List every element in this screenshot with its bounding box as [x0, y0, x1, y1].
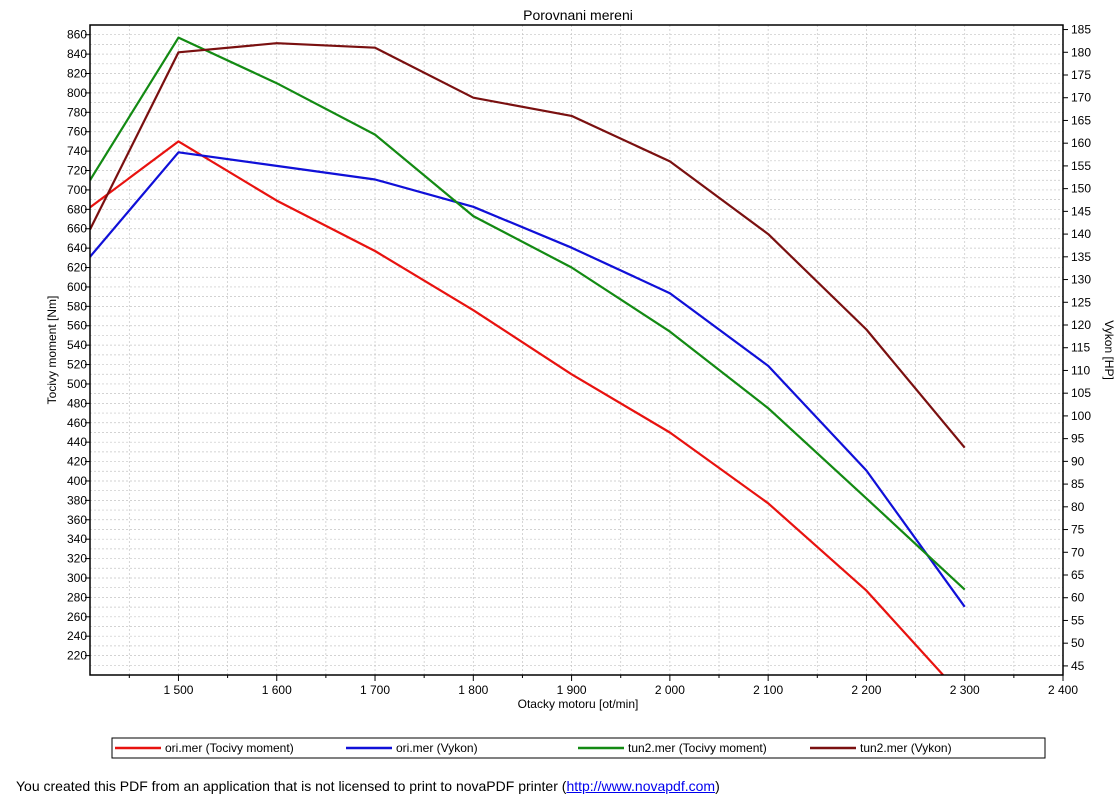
y-right-tick-label: 170 [1071, 91, 1091, 105]
x-axis-label: Otacky motoru [ot/min] [518, 697, 639, 711]
y-right-tick-label: 155 [1071, 159, 1091, 173]
y-right-tick-label: 180 [1071, 45, 1091, 59]
y-right-tick-label: 75 [1071, 523, 1085, 537]
y-left-tick-label: 300 [67, 571, 87, 585]
y-left-tick-label: 740 [67, 144, 87, 158]
y-left-tick-label: 460 [67, 416, 87, 430]
x-tick-label: 1 600 [262, 683, 292, 697]
y-right-tick-label: 120 [1071, 318, 1091, 332]
y-right-tick-label: 100 [1071, 409, 1091, 423]
y-left-tick-label: 620 [67, 261, 87, 275]
y-left-tick-label: 520 [67, 358, 87, 372]
x-tick-label: 1 500 [163, 683, 193, 697]
y-left-tick-label: 540 [67, 338, 87, 352]
y-right-tick-label: 150 [1071, 182, 1091, 196]
y-left-tick-label: 380 [67, 493, 87, 507]
y-right-tick-label: 135 [1071, 250, 1091, 264]
y-left-tick-label: 820 [67, 67, 87, 81]
x-tick-label: 2 300 [950, 683, 980, 697]
y-left-tick-label: 720 [67, 164, 87, 178]
novapdf-link[interactable]: http://www.novapdf.com [566, 778, 716, 794]
y-right-tick-label: 175 [1071, 68, 1091, 82]
y-left-tick-label: 640 [67, 241, 87, 255]
y-right-tick-label: 85 [1071, 477, 1085, 491]
y-left-tick-label: 660 [67, 222, 87, 236]
y-right-tick-label: 95 [1071, 432, 1085, 446]
x-axis: 1 500 1 600 1 700 1 800 1 900 2 000 2 100 2 200… [128, 675, 1078, 697]
y-left-tick-label: 220 [67, 649, 87, 663]
y-right-tick-label: 125 [1071, 295, 1091, 309]
y-left-tick-label: 340 [67, 532, 87, 546]
x-tick-label: 2 000 [655, 683, 685, 697]
y-left-tick-label: 440 [67, 435, 87, 449]
y-left-tick-label: 480 [67, 396, 87, 410]
y-right-tick-label: 50 [1071, 636, 1085, 650]
y-right-tick-label: 145 [1071, 204, 1091, 218]
y-left-tick-label: 360 [67, 513, 87, 527]
y-left-tick-label: 240 [67, 629, 87, 643]
series-line-3 [90, 42, 966, 449]
legend-label-2: tun2.mer (Tocivy moment) [628, 741, 767, 755]
legend-label-1: ori.mer (Vykon) [396, 741, 478, 755]
y-axis-left-label: Tocivy moment [Nm] [45, 296, 59, 405]
plot-frame [89, 24, 1064, 676]
y-left-tick-label: 580 [67, 299, 87, 313]
series-line-1 [90, 151, 966, 608]
y-axis-left: 220 240 260 280 300 320 340 360 380 400 420 440 460 4… [67, 28, 90, 663]
y-left-tick-label: 680 [67, 202, 87, 216]
y-left-tick-label: 840 [67, 47, 87, 61]
grid [90, 25, 1064, 675]
x-tick-label: 2 100 [753, 683, 783, 697]
chart-title: Porovnani mereni [523, 7, 633, 23]
y-right-tick-label: 45 [1071, 659, 1085, 673]
y-right-tick-label: 185 [1071, 23, 1091, 37]
legend-label-0: ori.mer (Tocivy moment) [165, 741, 294, 755]
y-left-tick-label: 400 [67, 474, 87, 488]
legend: ori.mer (Tocivy moment) ori.mer (Vykon) tu… [111, 737, 1046, 759]
y-left-tick-label: 600 [67, 280, 87, 294]
y-axis-right: 45 50 55 60 65 70 75 80 85 90 95 100 105 110 115 120 125… [1063, 23, 1091, 673]
y-right-tick-label: 165 [1071, 113, 1091, 127]
license-footer: You created this PDF from an application… [16, 778, 720, 794]
x-tick-label: 2 400 [1048, 683, 1078, 697]
y-left-tick-label: 860 [67, 28, 87, 42]
y-axis-right-label: Vykon [HP] [1102, 320, 1116, 380]
y-right-tick-label: 140 [1071, 227, 1091, 241]
y-left-tick-label: 260 [67, 610, 87, 624]
y-left-tick-label: 320 [67, 552, 87, 566]
y-left-tick-label: 780 [67, 105, 87, 119]
y-right-tick-label: 90 [1071, 454, 1085, 468]
chart: Porovnani mereni 1 500 1 600 1 700 1 800 1 9… [45, 7, 1116, 759]
y-left-tick-label: 760 [67, 125, 87, 139]
y-left-tick-label: 420 [67, 455, 87, 469]
x-tick-label: 2 200 [851, 683, 881, 697]
legend-label-3: tun2.mer (Vykon) [860, 741, 952, 755]
y-left-tick-label: 280 [67, 590, 87, 604]
y-left-tick-label: 800 [67, 86, 87, 100]
y-right-tick-label: 80 [1071, 500, 1085, 514]
x-tick-label: 1 800 [458, 683, 488, 697]
y-right-tick-label: 130 [1071, 273, 1091, 287]
y-right-tick-label: 70 [1071, 545, 1085, 559]
y-right-tick-label: 55 [1071, 613, 1085, 627]
series-line-0 [90, 140, 944, 675]
y-right-tick-label: 105 [1071, 386, 1091, 400]
y-right-tick-label: 60 [1071, 591, 1085, 605]
y-right-tick-label: 115 [1071, 341, 1090, 355]
x-tick-label: 1 900 [557, 683, 587, 697]
y-left-tick-label: 500 [67, 377, 87, 391]
series-group [90, 36, 966, 675]
y-left-tick-label: 560 [67, 319, 87, 333]
x-tick-label: 1 700 [360, 683, 390, 697]
footer-suffix: ) [715, 778, 720, 794]
y-right-tick-label: 65 [1071, 568, 1085, 582]
y-right-tick-label: 110 [1071, 363, 1090, 377]
y-left-tick-label: 700 [67, 183, 87, 197]
y-right-tick-label: 160 [1071, 136, 1091, 150]
series-line-2 [90, 36, 966, 591]
footer-text: You created this PDF from an application… [16, 778, 567, 794]
